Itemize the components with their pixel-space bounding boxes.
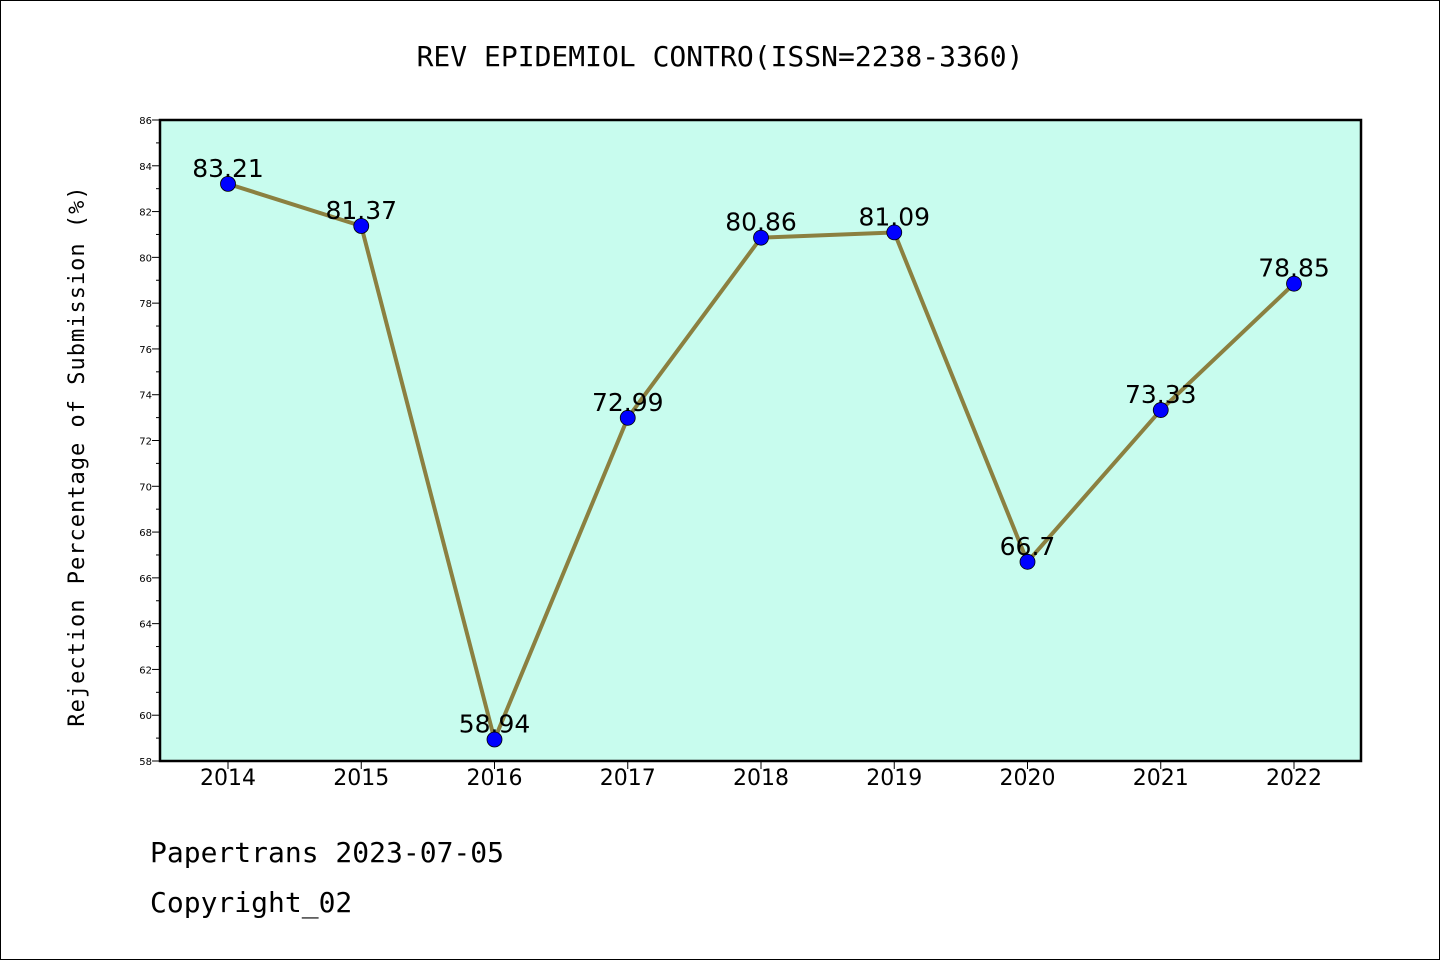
y-tick-label: 62 bbox=[139, 665, 152, 676]
y-tick-label: 84 bbox=[139, 162, 152, 173]
y-tick-label: 70 bbox=[139, 482, 152, 493]
y-tick-label: 72 bbox=[139, 437, 152, 448]
x-tick-label: 2022 bbox=[1266, 766, 1322, 791]
y-tick-label: 76 bbox=[139, 345, 152, 356]
y-tick-label: 58 bbox=[139, 757, 152, 768]
x-tick-label: 2017 bbox=[600, 766, 656, 791]
data-point-marker bbox=[353, 218, 370, 234]
data-labels: 83.21 81.37 58.94 72.99 80.86 81.09 66.7 73.33 7… bbox=[192, 154, 1330, 739]
x-axis: 2014 2015 2016 2017 2018 2019 2020 2021 2022 bbox=[200, 761, 1322, 791]
data-value-label: 73.33 bbox=[1125, 380, 1197, 409]
data-value-label: 81.37 bbox=[325, 196, 397, 225]
chart-title: REV EPIDEMIOL CONTRO(ISSN=2238-3360) bbox=[417, 40, 1024, 73]
data-point-marker bbox=[220, 175, 236, 192]
data-point-marker bbox=[1019, 553, 1036, 570]
series-group bbox=[220, 175, 1302, 748]
x-tick-label: 2015 bbox=[333, 766, 389, 791]
data-value-label: 78.85 bbox=[1258, 254, 1330, 283]
y-tick-label: 86 bbox=[139, 116, 152, 127]
data-point-marker bbox=[1286, 275, 1302, 292]
footer-date-text: Papertrans 2023-07-05 bbox=[150, 836, 505, 869]
x-tick-label: 2016 bbox=[467, 766, 523, 791]
data-point-marker bbox=[619, 409, 636, 426]
y-axis-label: Rejection Percentage of Submission (%) bbox=[65, 185, 90, 726]
data-value-label: 58.94 bbox=[459, 709, 531, 738]
y-axis: 58 60 62 64 66 68 70 72 74 76 78 80 82 84 86 bbox=[139, 116, 160, 768]
x-tick-label: 2019 bbox=[866, 766, 922, 791]
x-tick-label: 2020 bbox=[1000, 766, 1056, 791]
footer-copyright-text: Copyright_02 bbox=[150, 886, 353, 919]
y-tick-label: 68 bbox=[139, 528, 152, 539]
y-tick-label: 80 bbox=[139, 253, 152, 264]
x-tick-label: 2021 bbox=[1133, 766, 1189, 791]
y-tick-label: 78 bbox=[139, 299, 152, 310]
x-tick-label: 2014 bbox=[200, 766, 256, 791]
data-point-marker bbox=[1152, 402, 1169, 418]
x-tick-label: 2018 bbox=[733, 766, 789, 791]
y-tick-label: 74 bbox=[139, 391, 152, 402]
data-value-label: 80.86 bbox=[725, 208, 797, 237]
y-tick-label: 60 bbox=[139, 711, 152, 722]
data-point-marker bbox=[886, 224, 903, 241]
data-point-marker bbox=[486, 731, 503, 748]
data-value-label: 66.7 bbox=[1000, 532, 1056, 561]
data-value-label: 72.99 bbox=[592, 388, 664, 417]
data-value-label: 83.21 bbox=[192, 154, 264, 183]
y-tick-label: 66 bbox=[139, 574, 152, 585]
data-value-label: 81.09 bbox=[858, 202, 930, 231]
y-tick-label: 82 bbox=[139, 208, 152, 219]
y-tick-label: 64 bbox=[139, 620, 152, 631]
data-point-marker bbox=[753, 229, 769, 246]
